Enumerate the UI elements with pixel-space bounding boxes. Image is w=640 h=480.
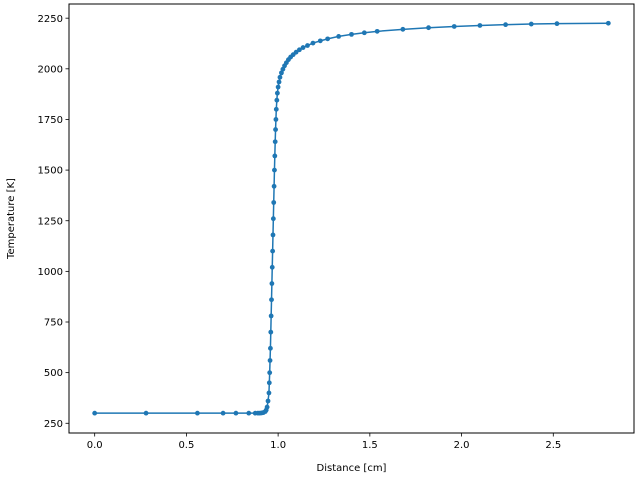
data-point <box>451 24 457 29</box>
data-point <box>220 410 226 416</box>
y-tick-label: 1250 <box>38 216 63 227</box>
data-point <box>267 370 273 376</box>
y-axis: 250 500 750 1000 1250 1500 1750 2000 2250 <box>38 14 69 430</box>
data-point <box>269 281 275 286</box>
data-point <box>269 264 275 270</box>
data-point <box>426 25 431 31</box>
y-tick-label: 500 <box>44 368 63 379</box>
data-point <box>265 398 271 404</box>
data-point <box>503 22 508 28</box>
data-point <box>277 74 283 80</box>
y-tick-label: 2000 <box>38 64 63 75</box>
data-point <box>271 183 277 189</box>
data-point <box>266 380 272 386</box>
y-tick-label: 1500 <box>38 166 63 177</box>
data-point <box>374 28 380 34</box>
y-tick-label: 1750 <box>38 115 63 126</box>
y-tick-label: 2250 <box>38 14 63 25</box>
data-point <box>269 297 274 303</box>
data-point <box>325 36 331 42</box>
x-tick-label: 1.0 <box>270 440 286 451</box>
data-point <box>528 21 534 27</box>
data-point <box>233 410 239 416</box>
data-point <box>271 200 277 205</box>
data-point <box>273 127 278 132</box>
data-point <box>268 345 273 351</box>
data-point <box>400 26 406 32</box>
data-point <box>317 38 323 44</box>
data-point <box>274 90 280 96</box>
y-tick-label: 750 <box>44 318 63 329</box>
plot-area <box>68 3 635 434</box>
data-point <box>267 358 273 363</box>
data-point <box>361 30 367 36</box>
data-point <box>92 410 98 416</box>
data-point <box>270 232 276 238</box>
temperature-series <box>92 20 611 416</box>
data-point <box>305 43 310 48</box>
data-point <box>554 21 560 27</box>
data-point <box>310 40 316 46</box>
data-point <box>272 153 278 159</box>
y-tick-label: 250 <box>44 419 63 430</box>
data-point <box>264 404 270 410</box>
data-point <box>272 167 277 173</box>
data-point <box>273 106 279 112</box>
x-tick-label: 1.5 <box>362 440 378 451</box>
data-point <box>195 410 200 416</box>
data-point <box>274 97 280 103</box>
data-point <box>273 117 279 122</box>
data-point <box>272 139 278 145</box>
x-tick-label: 0.5 <box>178 440 194 451</box>
data-point <box>279 70 284 76</box>
x-axis: 0.0 0.5 1.0 1.5 2.0 2.5 <box>87 433 561 451</box>
data-point <box>297 47 302 53</box>
data-point <box>300 45 306 50</box>
x-tick-label: 0.0 <box>87 440 103 451</box>
data-point <box>143 410 149 416</box>
data-point <box>268 329 274 335</box>
data-point <box>349 31 354 37</box>
data-point <box>270 248 276 254</box>
data-point <box>336 34 342 39</box>
data-point <box>293 49 299 55</box>
data-point <box>266 390 272 396</box>
axes-background <box>69 4 634 433</box>
axes-frame <box>68 3 635 434</box>
x-tick-label: 2.5 <box>545 440 561 451</box>
data-point <box>275 84 281 90</box>
data-point <box>268 313 274 319</box>
data-point <box>270 216 276 222</box>
data-point <box>276 79 282 85</box>
y-tick-label: 1000 <box>38 267 63 278</box>
data-point <box>605 20 611 26</box>
x-tick-label: 2.0 <box>454 440 470 451</box>
x-axis-label: Distance [cm] <box>317 463 387 474</box>
y-axis-label: Temperature [K] <box>6 178 17 260</box>
data-point <box>477 23 483 28</box>
data-point <box>246 410 252 416</box>
